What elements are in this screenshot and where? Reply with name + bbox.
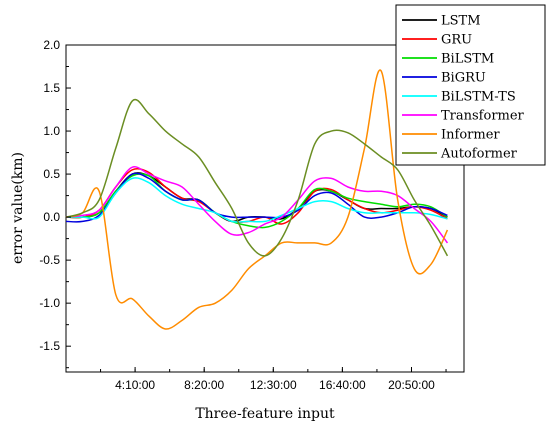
- series-line-autoformer: [65, 98, 449, 257]
- x-tick-label: 4:10:00: [115, 378, 155, 392]
- series-line-lstm: [65, 172, 448, 223]
- legend-box: [395, 4, 546, 166]
- x-axis-title: Three-feature input: [195, 406, 335, 422]
- series-line-transformer: [65, 166, 449, 244]
- y-tick-label: -1.5: [39, 339, 60, 353]
- legend-label-bilstm-ts: BiLSTM-TS: [441, 90, 516, 105]
- y-tick-label: 0.5: [43, 167, 60, 181]
- series-line-informer: [65, 69, 449, 330]
- legend-label-gru: GRU: [441, 33, 472, 48]
- y-tick-label: 1.0: [43, 124, 60, 138]
- legend-label-lstm: LSTM: [441, 14, 481, 29]
- plot-area: [65, 44, 465, 373]
- y-tick-label: 2.0: [43, 38, 60, 52]
- series-line-bigru: [65, 172, 448, 223]
- y-axis: -1.5 -1.0 -0.5 0.0 0.5 1.0 1.5 2.0: [39, 38, 71, 369]
- series-line-bilstm-ts: [65, 177, 448, 223]
- legend-label-transformer: Transformer: [441, 109, 525, 124]
- y-tick-label: -0.5: [39, 253, 60, 267]
- series-line-bilstm: [65, 173, 448, 229]
- series-layer: [65, 69, 449, 330]
- x-tick-label: 20:50:00: [388, 378, 435, 392]
- legend: LSTM GRU BiLSTM BiGRU BiLSTM-TS Transformer In…: [395, 4, 546, 166]
- legend-label-autoformer: Autoformer: [440, 147, 518, 162]
- y-tick-label: 1.5: [43, 81, 60, 95]
- x-tick-label: 12:30:00: [250, 378, 297, 392]
- x-tick-label: 16:40:00: [319, 378, 366, 392]
- legend-label-bigru: BiGRU: [441, 71, 486, 86]
- legend-label-bilstm: BiLSTM: [441, 52, 494, 67]
- y-axis-title: error value(km): [10, 152, 26, 264]
- plot-frame: [65, 44, 465, 373]
- legend-label-informer: Informer: [441, 128, 500, 143]
- x-axis: 4:10:00 8:20:00 12:30:00 16:40:00 20:50:00: [100, 367, 447, 392]
- y-tick-label: -1.0: [39, 296, 60, 310]
- y-tick-label: 0.0: [43, 210, 60, 224]
- x-tick-label: 8:20:00: [184, 378, 224, 392]
